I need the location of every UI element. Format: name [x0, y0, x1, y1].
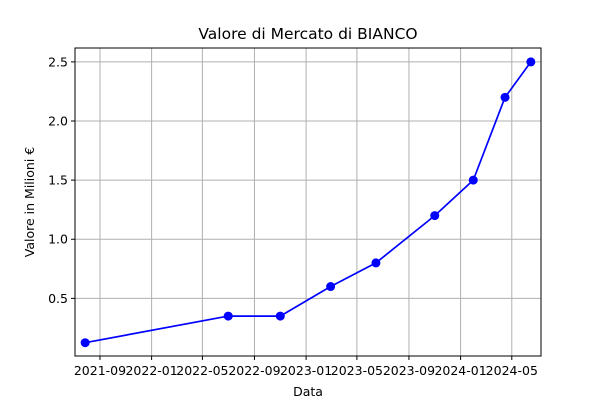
data-point: [275, 311, 285, 321]
plot-frame: [74, 47, 542, 357]
grid-lines: [75, 48, 541, 356]
y-tick-label: 2.0: [48, 114, 68, 129]
chart-title: Valore di Mercato di BIANCO: [198, 25, 417, 43]
x-tick-label: 2024-01: [434, 363, 486, 378]
x-tick-label: 2022-09: [228, 363, 280, 378]
x-tick-label: 2023-09: [383, 363, 435, 378]
y-axis: 0.5 1.0 1.5 2.0 2.5: [48, 54, 75, 306]
x-tick-label: 2023-05: [331, 363, 383, 378]
y-tick-label: 1.5: [48, 173, 68, 188]
data-point: [326, 282, 336, 292]
plot-background: [75, 48, 541, 356]
x-tick-label: 2022-05: [176, 363, 228, 378]
series-layer: [80, 57, 536, 348]
data-point: [430, 211, 440, 221]
x-tick-label: 2021-09: [74, 363, 126, 378]
data-point: [526, 57, 536, 67]
data-point: [500, 92, 510, 102]
data-point: [223, 311, 233, 321]
x-tick-label: 2023-01: [280, 363, 332, 378]
y-tick-label: 2.5: [48, 54, 68, 69]
data-point: [468, 175, 478, 185]
data-point: [371, 258, 381, 268]
x-tick-label: 2022-01: [125, 363, 177, 378]
data-point: [80, 338, 90, 348]
y-tick-label: 0.5: [48, 291, 68, 306]
x-tick-label: 2024-05: [486, 363, 538, 378]
y-tick-label: 1.0: [48, 232, 68, 247]
y-axis-label: Valore in Milioni €: [22, 147, 37, 257]
x-axis-label: Data: [293, 384, 323, 399]
